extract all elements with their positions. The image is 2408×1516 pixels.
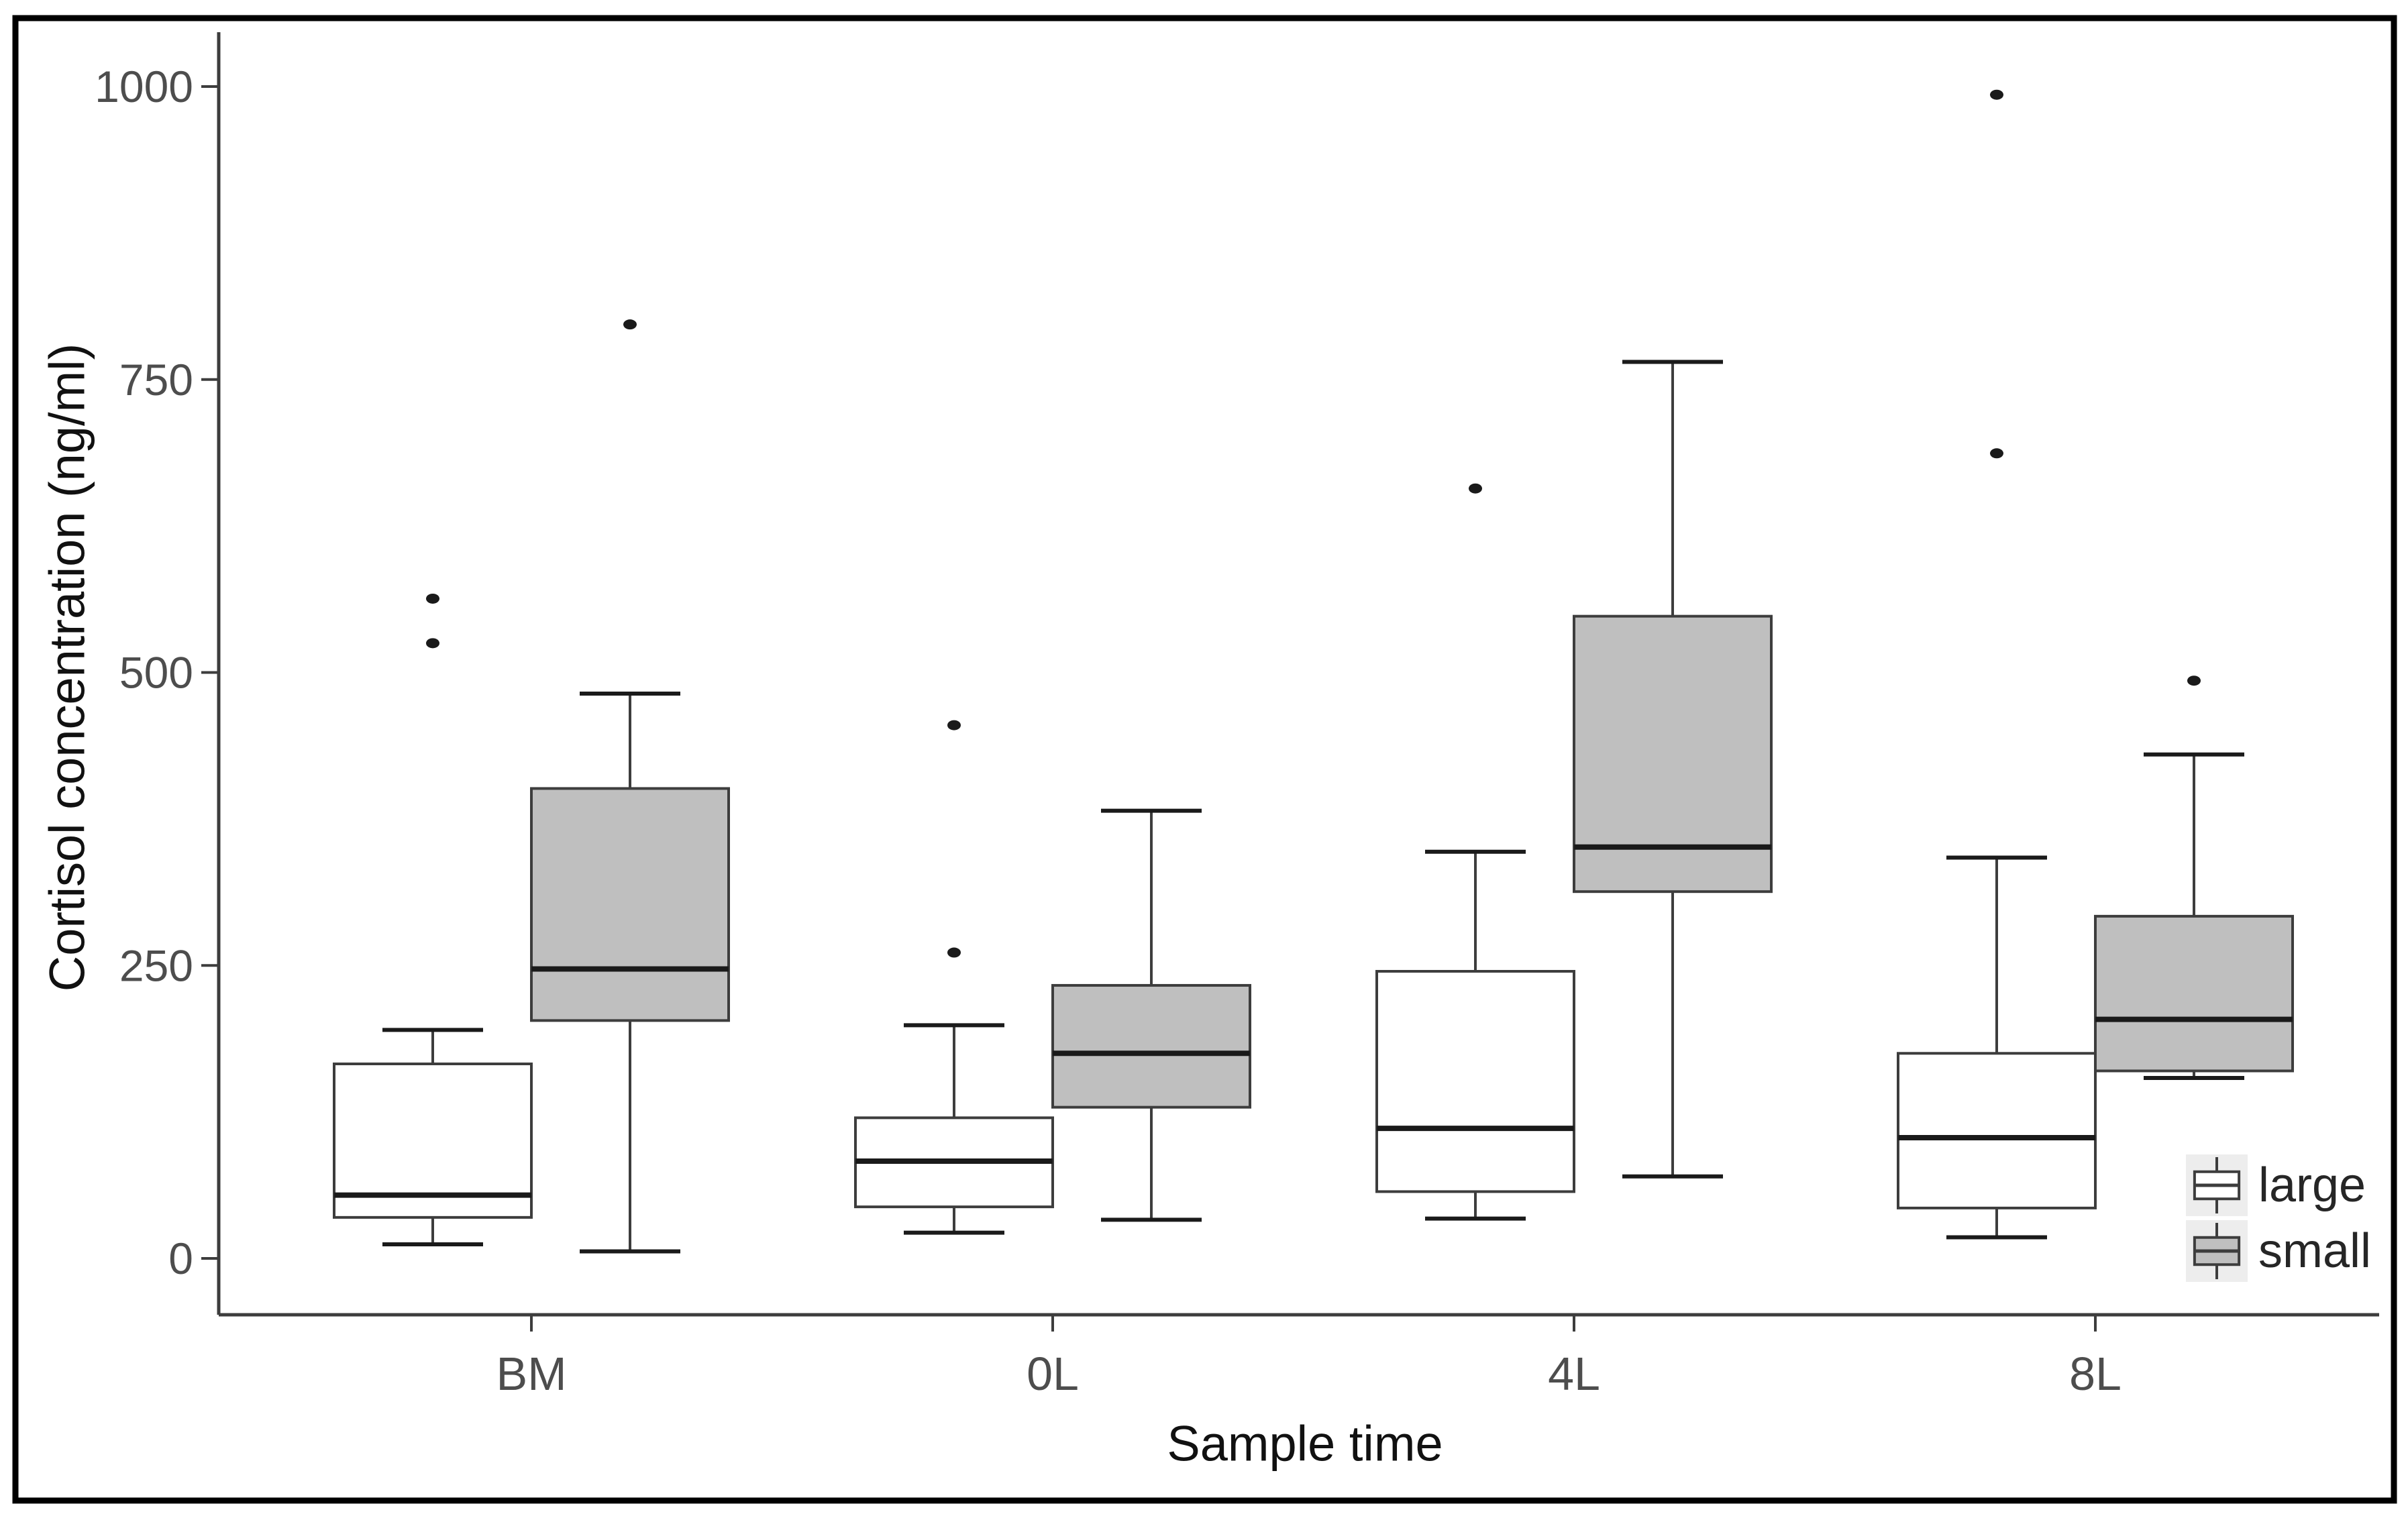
x-tick-label: 0L xyxy=(1027,1348,1079,1400)
figure-border xyxy=(12,15,2397,1504)
y-axis-title: Cortisol concentration (ng/ml) xyxy=(40,343,95,991)
series-large xyxy=(333,89,2097,1247)
box-large-4L xyxy=(1375,483,1575,1221)
outlier-point xyxy=(947,720,961,730)
box-large-BM xyxy=(333,593,533,1247)
iqr-box xyxy=(1051,983,1251,1109)
x-axis-title: Sample time xyxy=(1167,1416,1443,1472)
iqr-box xyxy=(530,787,730,1022)
outlier-point xyxy=(1469,483,1482,494)
box-small-0L xyxy=(1051,808,1251,1222)
legend: large small xyxy=(2186,1154,2371,1282)
outlier-point xyxy=(2187,675,2201,686)
legend-item-large: large xyxy=(2186,1154,2366,1216)
iqr-box xyxy=(333,1062,533,1219)
series-small xyxy=(530,319,2294,1254)
y-tick-label: 0 xyxy=(168,1234,193,1283)
box-large-8L xyxy=(1897,89,2097,1240)
iqr-box xyxy=(1375,969,1575,1193)
iqr-box xyxy=(1573,614,1773,894)
x-tick-label: 8L xyxy=(2069,1348,2122,1400)
x-tick-label: 4L xyxy=(1548,1348,1600,1400)
outlier-point xyxy=(1990,448,2003,459)
box-large-0L xyxy=(854,720,1054,1235)
y-tick-label: 250 xyxy=(119,940,193,990)
legend-label: large xyxy=(2258,1158,2366,1212)
box-small-8L xyxy=(2094,675,2294,1080)
y-tick-label: 750 xyxy=(119,355,193,404)
iqr-box xyxy=(1897,1052,2097,1209)
legend-item-small: small xyxy=(2186,1220,2371,1282)
outlier-point xyxy=(623,319,637,330)
y-tick-label: 1000 xyxy=(95,62,193,111)
box-small-BM xyxy=(530,319,730,1254)
y-tick-label: 500 xyxy=(119,648,193,698)
x-axis-ticks: BM 0L 4L 8L xyxy=(496,1315,2122,1400)
outlier-point xyxy=(426,638,439,649)
legend-label: small xyxy=(2258,1224,2371,1278)
outlier-point xyxy=(947,947,961,958)
outlier-point xyxy=(1990,89,2003,100)
box-small-4L xyxy=(1573,360,1773,1179)
y-axis-ticks: 0 250 500 750 1000 xyxy=(95,62,219,1283)
x-tick-label: BM xyxy=(496,1348,567,1400)
outlier-point xyxy=(426,593,439,604)
iqr-box xyxy=(2094,914,2294,1073)
